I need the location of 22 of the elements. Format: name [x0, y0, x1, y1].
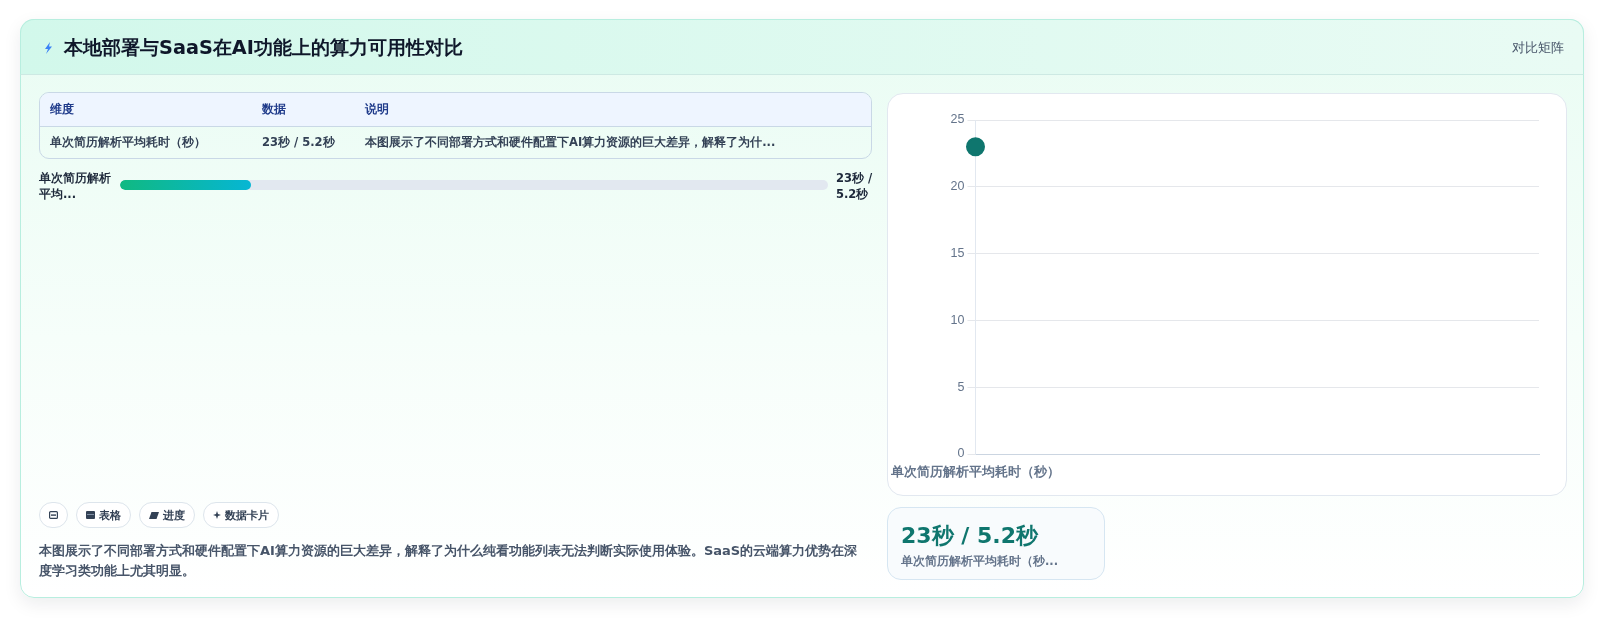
y-tick-label: 20: [950, 179, 965, 194]
text: 23秒 / 5.2秒: [901, 522, 1038, 550]
text: 单次简历解析平均...: [39, 170, 112, 202]
text: 数据卡片: [225, 507, 269, 523]
text: 对比矩阵: [1512, 39, 1564, 57]
text: 数据: [262, 101, 286, 118]
text: 维度: [50, 101, 74, 118]
text: 本图展示了不同部署方式和硬件配置下AI算力资源的巨大差异，解释了为什么纯看功能列表无法判断实际使用体验。SaaS的云端算力优势在深度学习类功能上尤其明显。: [39, 542, 859, 580]
text: 单次简历解析平均耗时（秒）: [50, 134, 206, 151]
text: 23秒 / 5.2秒: [836, 170, 874, 202]
y-tick-label: 5: [957, 379, 965, 394]
text: 进度: [163, 507, 185, 523]
text: 本图展示了不同部署方式和硬件配置下AI算力资源的巨大差异，解释了为什...: [365, 134, 776, 151]
y-tick-label: 10: [950, 312, 965, 327]
text: 本地部署与SaaS在AI功能上的算力可用性对比: [64, 35, 463, 61]
y-tick-label: 0: [957, 446, 965, 461]
y-tick-label: 15: [950, 246, 965, 261]
text: 23秒 / 5.2秒: [262, 134, 335, 151]
text: 说明: [365, 101, 389, 118]
text: 表格: [99, 507, 121, 523]
y-tick-label: 25: [950, 112, 965, 127]
text: 单次简历解析平均耗时（秒...: [901, 553, 1059, 569]
